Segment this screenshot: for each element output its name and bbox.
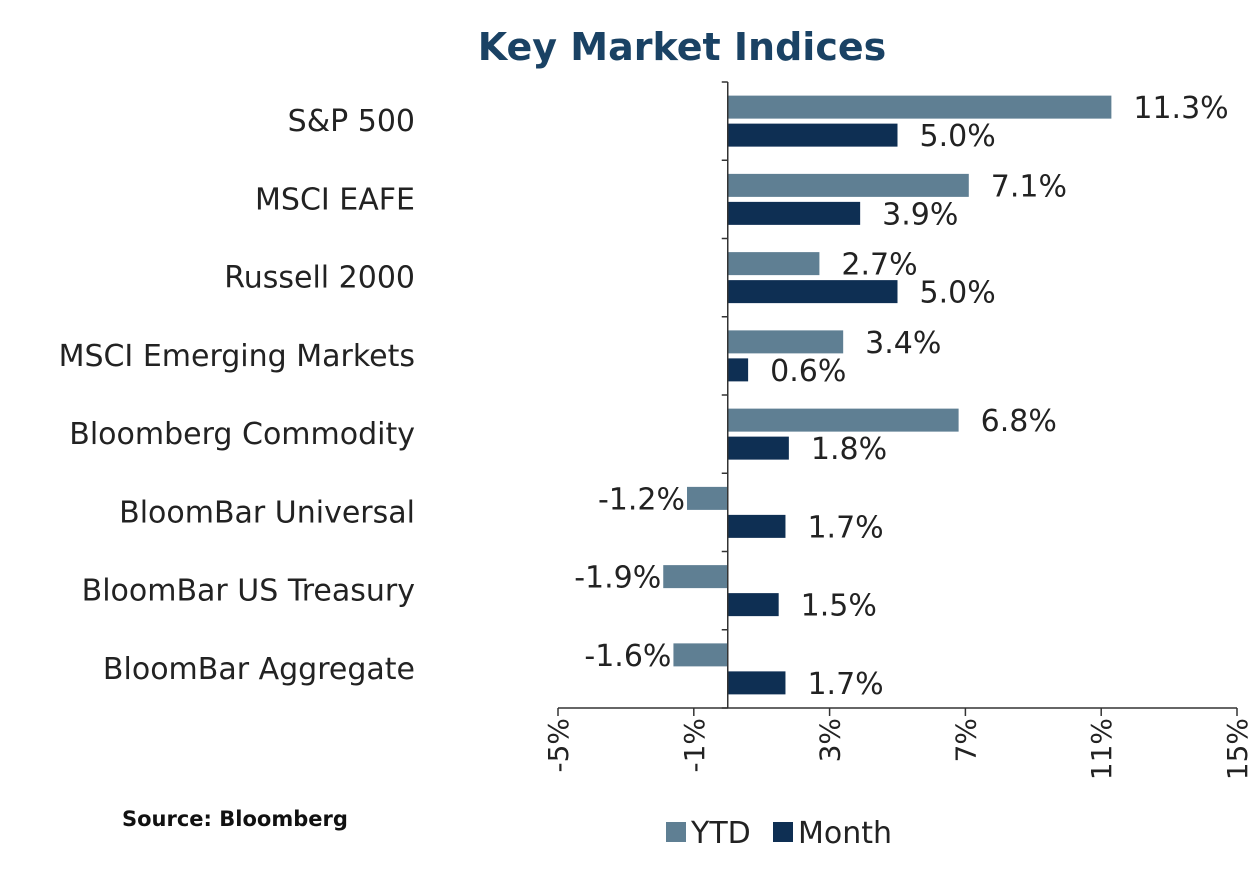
data-label: -1.9% <box>574 561 661 596</box>
data-label: 3.9% <box>882 197 958 232</box>
bar-ytd <box>727 95 1112 119</box>
legend-label-ytd: YTD <box>690 816 751 851</box>
bar-ytd <box>727 173 969 197</box>
data-label: -1.2% <box>598 482 685 517</box>
category-labels: S&P 500 MSCI EAFE Russell 2000 MSCI Emergin… <box>59 104 415 687</box>
bar-ytd <box>727 330 844 354</box>
bar-month <box>727 514 786 538</box>
x-tick-label: 15% <box>1221 718 1254 780</box>
bar-ytd <box>727 252 820 276</box>
data-label: 1.7% <box>807 510 883 545</box>
bar-month <box>727 201 861 225</box>
category-label: BloomBar Aggregate <box>103 652 415 687</box>
bar-ytd <box>663 565 728 589</box>
data-label: 1.7% <box>807 667 883 702</box>
x-tick-label: -5% <box>542 718 575 773</box>
x-tick-label: 3% <box>814 718 847 762</box>
category-label: Russell 2000 <box>224 261 415 296</box>
x-tick-label: 7% <box>949 718 982 762</box>
category-label: MSCI Emerging Markets <box>59 339 415 374</box>
x-tick-label: -1% <box>678 718 711 773</box>
bar-ytd <box>673 643 728 667</box>
data-label: 11.3% <box>1133 91 1228 126</box>
bar-month <box>727 280 898 304</box>
bar-month <box>727 671 786 695</box>
data-label: 3.4% <box>865 326 941 361</box>
legend: YTD Month <box>666 816 892 851</box>
bar-ytd <box>727 408 959 432</box>
axes <box>557 81 1238 716</box>
source-note: Source: Bloomberg <box>122 807 348 831</box>
bar-month <box>727 358 749 382</box>
data-label: 5.0% <box>920 276 996 311</box>
tick-labels: -5% -1% 3% 7% 11% 15% <box>542 718 1254 780</box>
legend-swatch-month <box>773 822 793 842</box>
bar-month <box>727 436 789 460</box>
data-label: 1.8% <box>811 432 887 467</box>
bar-month <box>727 593 779 617</box>
chart-title: Key Market Indices <box>478 25 887 69</box>
bar-month <box>727 123 898 147</box>
data-labels: 11.3%5.0%7.1%3.9%2.7%5.0%3.4%0.6%6.8%1.8… <box>574 91 1228 702</box>
category-label: BloomBar Universal <box>119 495 415 530</box>
data-label: 6.8% <box>981 404 1057 439</box>
data-label: 5.0% <box>920 119 996 154</box>
legend-label-month: Month <box>798 816 892 851</box>
bars <box>663 95 1112 695</box>
data-label: 2.7% <box>841 248 917 283</box>
data-label: -1.6% <box>584 639 671 674</box>
category-label: Bloomberg Commodity <box>69 417 415 452</box>
data-label: 7.1% <box>991 169 1067 204</box>
category-label: MSCI EAFE <box>255 182 415 217</box>
data-label: 1.5% <box>801 589 877 624</box>
bar-ytd <box>687 486 728 510</box>
legend-swatch-ytd <box>666 822 686 842</box>
x-tick-label: 11% <box>1085 718 1118 780</box>
data-label: 0.6% <box>770 354 846 389</box>
category-label: S&P 500 <box>288 104 415 139</box>
category-label: BloomBar US Treasury <box>82 574 415 609</box>
